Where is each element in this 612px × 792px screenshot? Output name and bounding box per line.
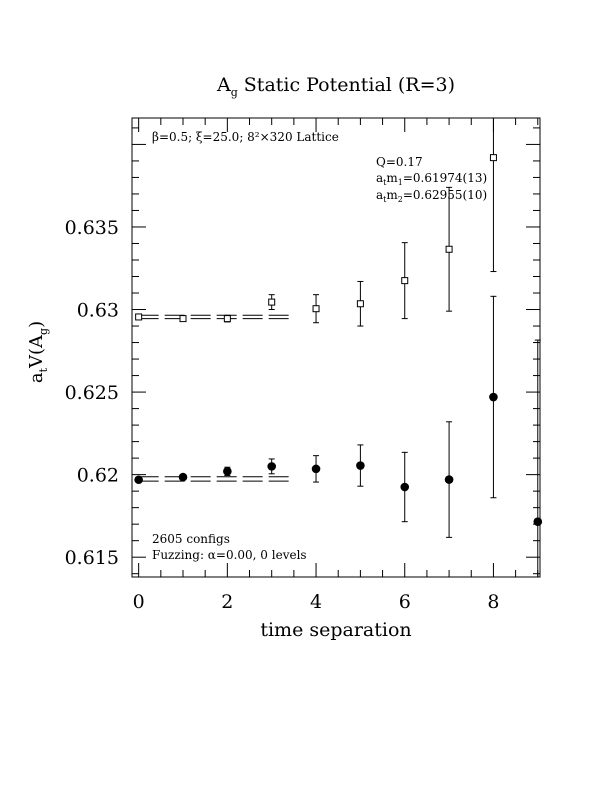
y-tick-label: 0.615 [65,547,119,569]
data-point-square [489,154,497,162]
y-axis-label: atV(Ag) [26,321,50,383]
data-point-square [312,305,320,313]
y-tick-label: 0.62 [77,465,119,487]
data-point-circle [178,472,188,482]
data-point-circle [356,461,365,470]
data-point-circle [311,464,321,474]
x-axis-label: time separation [260,619,411,641]
y-tick-labels: 0.615 0.62 0.625 0.63 0.635 [65,217,119,569]
data-point-circle [533,517,543,526]
data-point-square [356,300,364,308]
data-point-circle [489,392,498,402]
x-tick-label: 8 [487,591,499,613]
data-point-square [401,277,409,285]
plot-frame [131,117,541,578]
y-ticks [132,127,540,575]
x-tick-label: 2 [221,591,233,613]
data-point-circle [223,467,232,476]
fuzzing-annotation: Fuzzing: α=0.00, 0 levels [152,548,307,562]
y-tick-label: 0.63 [77,300,119,322]
y-tick-label: 0.635 [65,217,119,239]
data-point-square [135,313,143,321]
x-tick-label: 4 [310,591,322,613]
x-tick-labels: 0 2 4 6 8 [133,591,500,613]
data-point-circle [444,475,454,484]
data-point-circle [267,462,276,471]
x-tick-label: 0 [133,591,145,613]
data-point-circle [134,475,143,485]
fit-lines [138,314,294,482]
chart-title: Ag Static Potential (R=3) [216,74,455,99]
configs-annotation: 2605 configs [152,532,230,546]
m2-annotation: atm2=0.62955(10) [376,188,487,204]
x-ticks [138,118,539,577]
data-point-square [179,315,187,323]
data-point-square [223,315,231,323]
lattice-annotation: β=0.5; ξ=25.0; 8²×320 Lattice [152,130,339,144]
y-tick-label: 0.625 [65,382,119,404]
data-point-circle [400,482,410,492]
data-point-square [445,245,453,253]
x-tick-label: 6 [399,591,411,613]
m1-annotation: atm1=0.61974(13) [376,171,487,187]
q-annotation: Q=0.17 [376,155,423,169]
data-marks [134,118,543,577]
data-point-square [268,298,276,306]
